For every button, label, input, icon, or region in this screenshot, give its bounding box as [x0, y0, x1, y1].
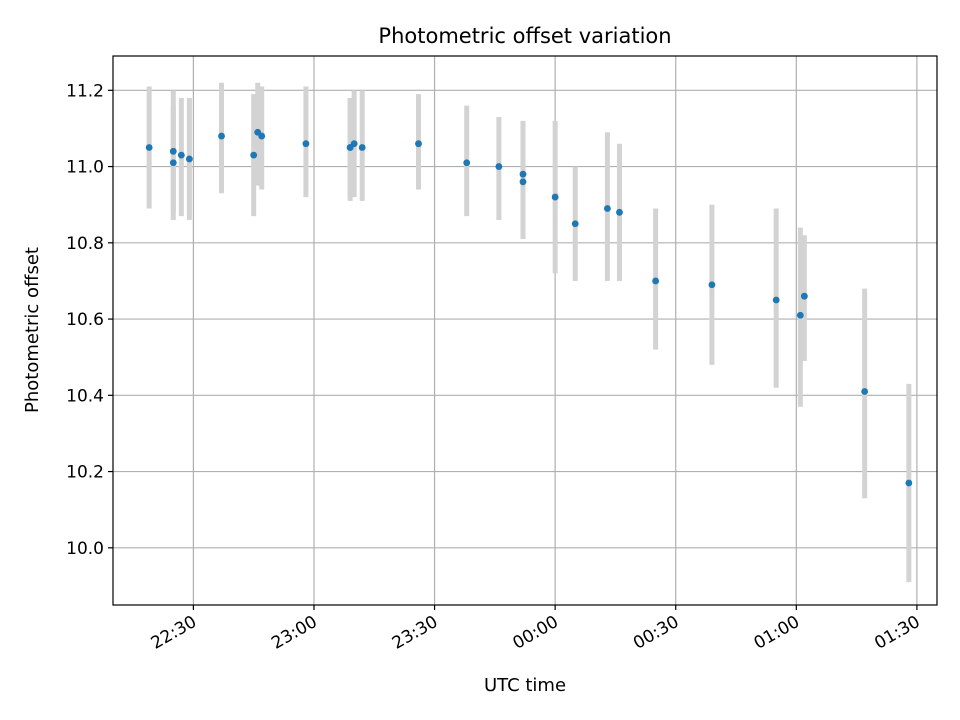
- data-point: [145, 144, 153, 151]
- plot-frame: [112, 55, 938, 606]
- data-point: [652, 277, 660, 285]
- y-tick-label: 10.6: [66, 310, 104, 330]
- data-point: [616, 208, 623, 216]
- x-tick-label: 23:00: [268, 612, 320, 654]
- y-axis-title: Photometric offset: [22, 247, 43, 413]
- data-point: [463, 159, 471, 167]
- x-tick-label: 23:30: [389, 612, 441, 654]
- x-tick-label: 00:00: [509, 612, 561, 654]
- data-point: [185, 155, 193, 163]
- y-tick-label: 11.0: [66, 158, 104, 178]
- data-point: [708, 281, 716, 289]
- data-point: [169, 159, 177, 167]
- data-point: [169, 147, 177, 155]
- data-point: [571, 220, 579, 228]
- data-point: [177, 151, 185, 159]
- y-tick-label: 10.4: [66, 386, 104, 406]
- data-point: [258, 132, 266, 140]
- data-point: [604, 205, 611, 212]
- data-point: [415, 140, 422, 148]
- data-point: [495, 163, 503, 170]
- x-tick-label: 01:30: [871, 612, 923, 654]
- x-tick-label: 00:30: [630, 612, 682, 654]
- x-axis-title: UTC time: [484, 675, 566, 696]
- y-tick-label: 10.8: [66, 234, 104, 254]
- data-point: [358, 144, 366, 151]
- data-point: [218, 132, 225, 140]
- data-point: [796, 311, 804, 319]
- data-point: [905, 479, 913, 487]
- axis-ticks: 22:30 23:00 23:30 00:00 00:30 01:00 01:30 10.0 1…: [66, 81, 924, 653]
- data-point: [519, 178, 527, 186]
- x-tick-label: 22:30: [148, 612, 200, 654]
- data-point: [519, 170, 527, 178]
- y-tick-label: 11.2: [66, 81, 104, 101]
- data-point: [861, 388, 869, 395]
- y-tick-label: 10.2: [66, 463, 104, 483]
- x-tick-label: 01:00: [751, 612, 803, 654]
- data-point: [800, 292, 808, 300]
- y-tick-label: 10.0: [66, 539, 104, 559]
- data-point: [772, 296, 780, 304]
- chart-title: Photometric offset variation: [378, 24, 671, 48]
- data-points: [145, 128, 913, 487]
- data-point: [250, 151, 258, 159]
- error-bars: [146, 82, 912, 583]
- data-point: [346, 144, 354, 151]
- data-point: [551, 193, 559, 201]
- data-point: [302, 140, 310, 148]
